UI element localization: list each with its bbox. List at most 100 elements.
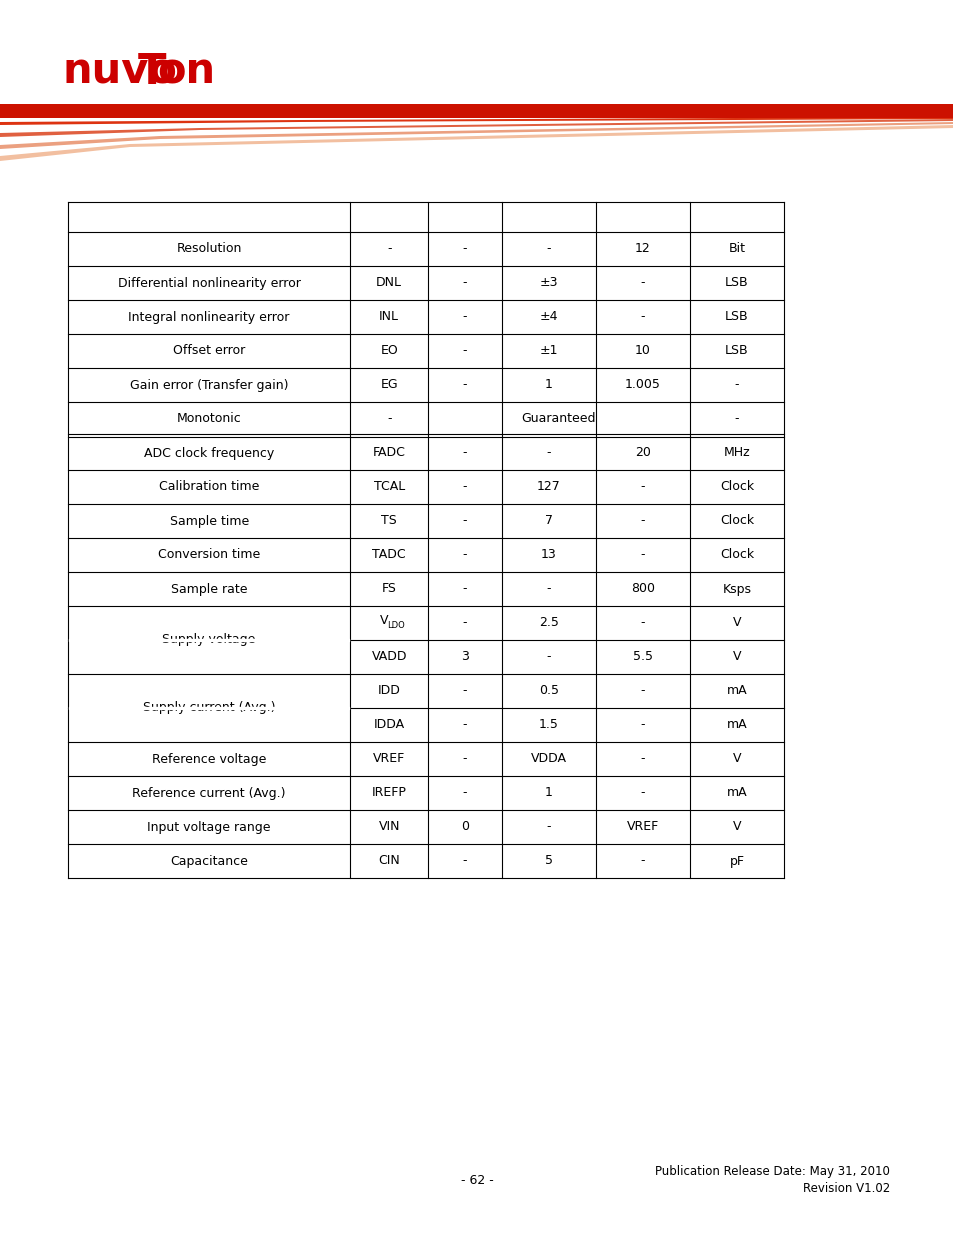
Text: T: T [138, 51, 167, 93]
Text: -: - [734, 378, 739, 391]
Text: 0.5: 0.5 [538, 684, 558, 698]
Text: mA: mA [726, 787, 746, 799]
Text: 1: 1 [544, 787, 552, 799]
Text: -: - [639, 616, 644, 630]
Text: 10: 10 [635, 345, 650, 357]
Text: Bit: Bit [728, 242, 744, 256]
Text: VADD: VADD [371, 651, 407, 663]
Text: LSB: LSB [724, 345, 748, 357]
Text: 20: 20 [635, 447, 650, 459]
Text: -: - [462, 480, 467, 494]
Text: 7: 7 [544, 515, 552, 527]
Text: -: - [462, 345, 467, 357]
Text: -: - [639, 855, 644, 867]
Text: mA: mA [726, 684, 746, 698]
Text: TADC: TADC [372, 548, 406, 562]
Text: -: - [462, 752, 467, 766]
Text: TCAL: TCAL [374, 480, 404, 494]
Text: LDO: LDO [387, 620, 405, 630]
Text: -: - [462, 719, 467, 731]
Text: -: - [639, 548, 644, 562]
Text: -: - [462, 242, 467, 256]
Text: on: on [157, 51, 214, 93]
Text: -: - [387, 412, 391, 426]
Text: IREFP: IREFP [372, 787, 406, 799]
Text: 0: 0 [460, 820, 468, 834]
Text: Ksps: Ksps [721, 583, 751, 595]
Text: -: - [639, 719, 644, 731]
Text: 13: 13 [540, 548, 556, 562]
Text: - 62 -: - 62 - [460, 1173, 493, 1187]
Text: V: V [732, 820, 740, 834]
Text: Supply voltage: Supply voltage [162, 634, 255, 646]
Text: -: - [462, 378, 467, 391]
Text: ±3: ±3 [539, 277, 558, 289]
Text: Resolution: Resolution [176, 242, 242, 256]
Text: 5: 5 [544, 855, 552, 867]
Text: Capacitance: Capacitance [170, 855, 248, 867]
Text: Sample rate: Sample rate [171, 583, 247, 595]
Text: INL: INL [378, 310, 398, 324]
Text: V: V [732, 651, 740, 663]
Text: nuvo: nuvo [62, 51, 176, 93]
Text: LSB: LSB [724, 310, 748, 324]
Text: ±4: ±4 [539, 310, 558, 324]
Text: EO: EO [380, 345, 397, 357]
Text: 2.5: 2.5 [538, 616, 558, 630]
Text: Guaranteed: Guaranteed [521, 412, 596, 426]
Text: -: - [462, 583, 467, 595]
Text: -: - [639, 480, 644, 494]
Text: -: - [546, 447, 551, 459]
Text: CIN: CIN [378, 855, 399, 867]
Text: Reference current (Avg.): Reference current (Avg.) [132, 787, 286, 799]
Text: LSB: LSB [724, 277, 748, 289]
Text: -: - [546, 820, 551, 834]
Text: -: - [462, 310, 467, 324]
Text: Clock: Clock [720, 548, 753, 562]
Text: -: - [546, 583, 551, 595]
Text: Reference voltage: Reference voltage [152, 752, 266, 766]
Text: mA: mA [726, 719, 746, 731]
Text: 3: 3 [460, 651, 468, 663]
Text: Calibration time: Calibration time [159, 480, 259, 494]
Text: Input voltage range: Input voltage range [148, 820, 271, 834]
Text: pF: pF [729, 855, 743, 867]
Text: ADC clock frequency: ADC clock frequency [144, 447, 274, 459]
Text: FS: FS [381, 583, 396, 595]
Text: -: - [639, 684, 644, 698]
Text: 800: 800 [630, 583, 654, 595]
Text: -: - [462, 684, 467, 698]
Text: 1: 1 [544, 378, 552, 391]
Text: -: - [387, 242, 391, 256]
Text: Publication Release Date: May 31, 2010: Publication Release Date: May 31, 2010 [655, 1165, 889, 1177]
Text: -: - [462, 277, 467, 289]
Text: V: V [732, 752, 740, 766]
Text: 1.5: 1.5 [538, 719, 558, 731]
Text: Gain error (Transfer gain): Gain error (Transfer gain) [130, 378, 288, 391]
Text: Revision V1.02: Revision V1.02 [801, 1182, 889, 1195]
Text: 127: 127 [537, 480, 560, 494]
Polygon shape [0, 125, 953, 161]
Text: -: - [639, 515, 644, 527]
Text: VIN: VIN [378, 820, 399, 834]
Bar [0, 104, 953, 119]
Text: Clock: Clock [720, 515, 753, 527]
Text: -: - [462, 548, 467, 562]
Text: -: - [462, 787, 467, 799]
Text: -: - [734, 412, 739, 426]
Text: DNL: DNL [375, 277, 402, 289]
Text: -: - [546, 242, 551, 256]
Text: IDD: IDD [377, 684, 400, 698]
Text: MHz: MHz [723, 447, 749, 459]
Text: -: - [639, 310, 644, 324]
Text: -: - [462, 515, 467, 527]
Text: Offset error: Offset error [172, 345, 245, 357]
Text: Clock: Clock [720, 480, 753, 494]
Text: 12: 12 [635, 242, 650, 256]
Text: -: - [462, 447, 467, 459]
Text: Differential nonlinearity error: Differential nonlinearity error [117, 277, 300, 289]
Text: -: - [639, 787, 644, 799]
Text: V: V [732, 616, 740, 630]
Text: 1.005: 1.005 [624, 378, 660, 391]
Text: Sample time: Sample time [170, 515, 249, 527]
